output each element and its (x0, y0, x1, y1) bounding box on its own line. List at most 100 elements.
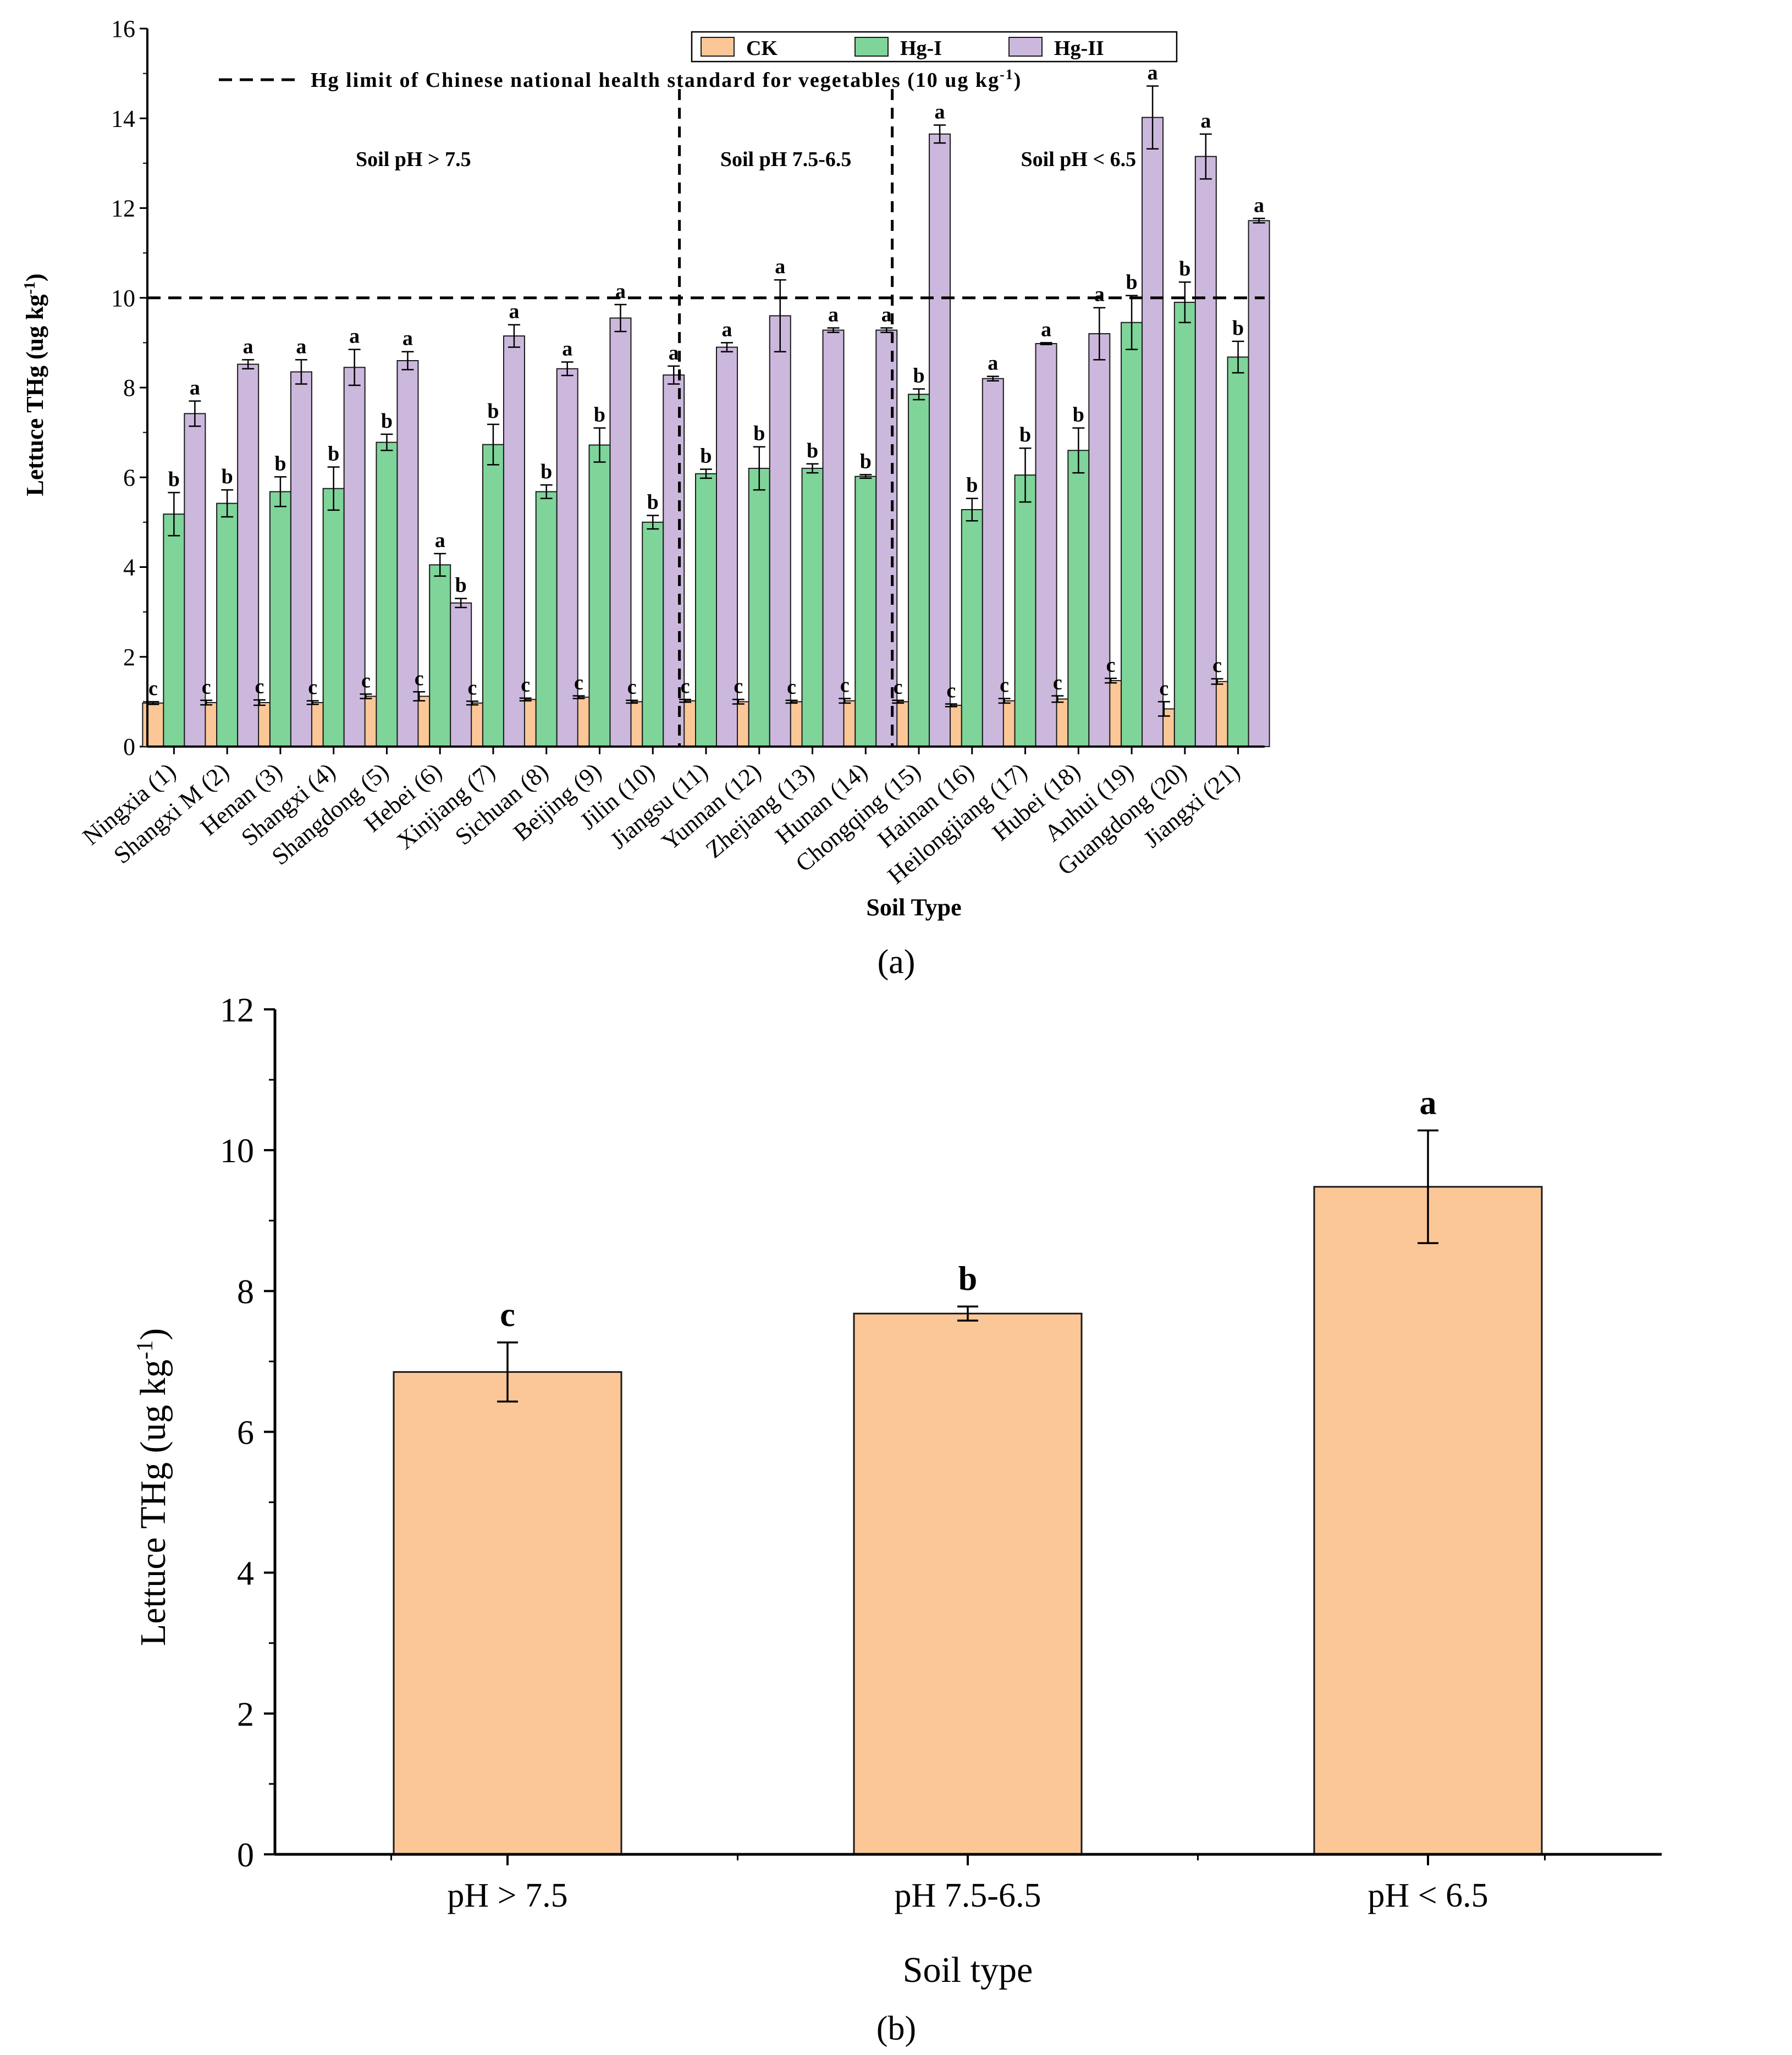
y-tick-label: 0 (237, 1837, 254, 1874)
bar-hg-ii-15 (929, 133, 951, 748)
bar-hg-ii-7 (503, 335, 525, 747)
significance-letter: a (1094, 283, 1105, 306)
significance-letter: c (574, 671, 583, 694)
ph-group-label: Soil pH 7.5-6.5 (720, 148, 852, 171)
y-tick-label: 16 (111, 15, 135, 42)
bar-hg-ii-19 (1142, 117, 1164, 747)
bar-hg-i-13 (801, 467, 824, 747)
bar-hg-i-14 (854, 476, 877, 747)
significance-letter: a (1041, 318, 1051, 341)
significance-letter: b (328, 442, 339, 465)
ph-group-label: Soil pH > 7.5 (356, 148, 471, 171)
x-tick-label-ph-6-5: pH < 6.5 (1368, 1877, 1488, 1914)
significance-letter: c (1000, 674, 1009, 697)
bar-hg-i-1 (163, 513, 185, 747)
significance-letter: a (669, 341, 679, 364)
bar-hg-i-8 (535, 491, 558, 747)
significance-letter: a (722, 318, 732, 341)
significance-letter: a (828, 303, 839, 326)
panel-a-axes (146, 29, 1265, 748)
significance-letter: c (946, 679, 956, 702)
bar-ph-7-5-6-5 (853, 1312, 1083, 1855)
legend-label-ck: CK (746, 37, 778, 60)
legend-label-hg-ii: Hg-II (1054, 37, 1104, 60)
significance-letter: b (381, 410, 393, 433)
bar-hg-i-3 (269, 491, 291, 747)
bar-hg-ii-4 (343, 367, 366, 747)
significance-letter: a (775, 255, 785, 278)
significance-letter: b (168, 468, 180, 491)
significance-letter: b (1019, 423, 1031, 446)
legend-swatch-hg-ii (1008, 37, 1043, 57)
bar-hg-i-10 (642, 521, 664, 747)
panel-a-label: (a) (878, 943, 916, 981)
y-tick-label: 8 (123, 374, 135, 401)
legend-box (691, 31, 1178, 63)
bar-hg-ii-20 (1194, 156, 1217, 748)
significance-letter: b (753, 422, 765, 445)
bar-hg-i-20 (1173, 301, 1196, 747)
y-tick-label: 10 (220, 1133, 254, 1170)
bar-hg-ii-16 (982, 378, 1004, 747)
panel-a-error-bars (147, 85, 1265, 717)
panel-a-reference-and-groups: Soil pH > 7.5 Soil pH 7.5-6.5 Soil pH < 6.… (147, 67, 1265, 747)
significance-letter: a (509, 300, 519, 323)
panel-a-y-axis-title: Lettuce THg (ug kg-1) (21, 273, 49, 496)
bar-hg-i-7 (482, 444, 504, 747)
significance-letter: b (455, 574, 467, 597)
panel-b-x-ticks: pH > 7.5 pH 7.5-6.5 pH < 6.5 (390, 1854, 1546, 1914)
significance-letter: c (148, 677, 158, 700)
significance-letter: a (881, 303, 892, 326)
y-tick-label: 4 (123, 554, 135, 581)
bar-hg-i-18 (1067, 450, 1090, 747)
significance-letter: a (190, 376, 200, 399)
significance-letter: c (787, 676, 796, 699)
y-tick-label: 6 (237, 1415, 254, 1452)
significance-letter: c (415, 667, 424, 690)
panel-b-axes (273, 1009, 1662, 1856)
y-tick-label: 14 (111, 105, 135, 132)
panel-b-error-bars (497, 1129, 1438, 1403)
bar-hg-ii-5 (396, 360, 419, 747)
significance-letter: c (500, 1296, 515, 1334)
significance-letter: a (988, 352, 998, 375)
significance-letter: c (627, 676, 637, 699)
bar-hg-i-12 (748, 467, 770, 747)
significance-letter: b (274, 452, 286, 475)
bar-hg-i-4 (322, 488, 345, 747)
significance-letter: b (958, 1261, 977, 1298)
significance-letter: b (913, 364, 924, 387)
significance-letter: c (1212, 654, 1222, 677)
y-tick-label: 12 (220, 992, 254, 1029)
significance-letter: b (487, 400, 499, 423)
bar-hg-i-19 (1121, 322, 1143, 747)
bar-hg-i-11 (695, 473, 717, 747)
significance-letter: a (243, 335, 253, 358)
significance-letter: c (681, 675, 690, 698)
significance-letter: c (468, 677, 477, 700)
ph-group-label: Soil pH < 6.5 (1021, 148, 1137, 171)
panel-b-y-ticks: 0 2 4 6 8 10 12 (220, 992, 275, 1874)
significance-letter: b (700, 445, 712, 468)
significance-letter: a (349, 325, 360, 348)
significance-letter: b (860, 450, 872, 473)
bar-hg-i-15 (908, 394, 930, 747)
significance-letter: a (1254, 194, 1264, 217)
bar-hg-ii-12 (769, 315, 791, 747)
y-tick-label: 6 (123, 464, 135, 491)
panel-b-label: (b) (876, 2010, 916, 2047)
significance-letter: a (935, 100, 945, 123)
panel-b-y-axis-title: Lettuce THg (ug kg-1) (133, 1328, 173, 1646)
bar-hg-i-6 (429, 564, 451, 747)
significance-letter: c (840, 674, 850, 697)
significance-letter: b (1179, 257, 1190, 280)
significance-letter: b (807, 439, 818, 462)
significance-letter: b (1126, 271, 1138, 294)
panel-b-significance-letters: c b a (500, 1084, 1436, 1334)
bar-hg-i-21 (1227, 356, 1249, 747)
significance-letter: c (521, 673, 530, 697)
bar-ph-6-5 (1313, 1186, 1543, 1855)
bar-hg-i-17 (1014, 474, 1036, 747)
